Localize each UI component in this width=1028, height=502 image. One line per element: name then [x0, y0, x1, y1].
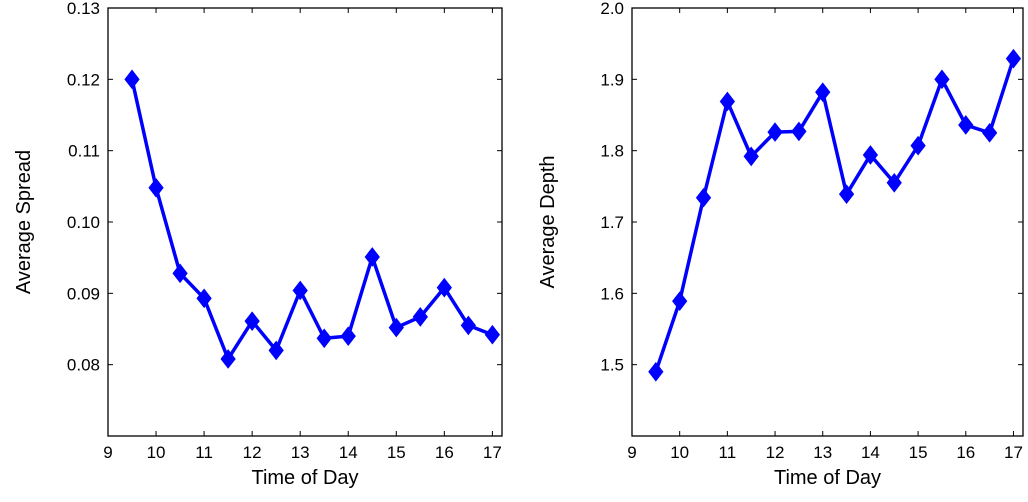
spread-data-point [124, 69, 140, 90]
depth-data-point [838, 184, 855, 204]
spread-chart-panel: 9 10 11 12 13 14 15 16 17 0.08 0.09 0.10 0.11 0.12 0.1… [13, 0, 503, 489]
spread-data-point [340, 326, 356, 346]
spread-x-axis-label: Time of Day [251, 467, 358, 489]
depth-x-tick-label: 14 [861, 443, 880, 462]
depth-data-point [862, 145, 879, 165]
depth-x-axis-label: Time of Day [774, 467, 881, 489]
depth-x-tick-label: 10 [670, 443, 689, 462]
spread-series-line [130, 78, 494, 361]
spread-x-tick-label: 13 [291, 443, 310, 462]
depth-data-point [958, 115, 974, 135]
spread-data-point [196, 288, 212, 309]
spread-y-axis-label: Average Spread [13, 150, 35, 294]
depth-data-point [1005, 48, 1022, 69]
depth-y-tick-label: 2.0 [600, 0, 624, 18]
spread-x-tick-label: 9 [103, 443, 112, 462]
spread-data-point [292, 280, 308, 301]
depth-y-tick-label: 1.9 [600, 70, 624, 89]
depth-chart-panel: 9 10 11 12 13 14 15 16 17 1.5 1.6 1.7 1.8 1.9 2.0 Time … [537, 0, 1024, 489]
spread-data-point [172, 263, 188, 284]
spread-x-tick-label: 17 [483, 443, 502, 462]
depth-data-point [791, 121, 807, 142]
depth-data-point [767, 122, 783, 142]
depth-plot-frame [631, 7, 1024, 437]
depth-data-point [719, 91, 735, 112]
spread-data-point [412, 307, 428, 327]
spread-y-tick-label: 0.10 [67, 213, 100, 232]
depth-x-tick-label: 17 [1004, 443, 1023, 462]
depth-x-tick-label: 15 [909, 443, 928, 462]
spread-x-tick-label: 15 [387, 443, 406, 462]
depth-y-tick-label: 1.5 [600, 356, 624, 375]
depth-data-point [672, 291, 688, 311]
spread-y-tick-label: 0.12 [67, 70, 100, 89]
depth-y-tick-label: 1.7 [600, 213, 624, 232]
spread-data-point [388, 317, 404, 338]
spread-data-point [220, 349, 236, 369]
depth-x-tick-label: 12 [766, 443, 785, 462]
spread-y-tick-label: 0.08 [67, 356, 100, 375]
spread-data-point [484, 324, 501, 345]
spread-data-point [148, 177, 164, 198]
depth-x-tick-label: 9 [627, 443, 636, 462]
spread-y-tick-label: 0.09 [67, 284, 100, 303]
depth-x-tick-label: 13 [813, 443, 832, 462]
spread-x-tick-label: 11 [195, 443, 213, 462]
spread-data-point [244, 311, 260, 331]
spread-x-tick-label: 12 [243, 443, 262, 462]
depth-data-point [910, 135, 926, 156]
spread-x-tick-label: 14 [339, 443, 358, 462]
spread-x-tick-label: 10 [147, 443, 166, 462]
depth-x-tick-label: 11 [719, 443, 737, 462]
depth-data-point [981, 123, 998, 143]
spread-data-point [268, 340, 284, 361]
depth-y-tick-label: 1.8 [600, 142, 624, 161]
depth-data-point [815, 82, 831, 102]
depth-series-line [654, 58, 1016, 373]
spread-data-point [460, 315, 476, 336]
depth-data-point [934, 69, 950, 90]
spread-data-point [316, 328, 332, 349]
depth-data-point [886, 172, 902, 193]
spread-data-point [364, 247, 380, 267]
depth-data-point [743, 146, 759, 167]
depth-data-point [648, 361, 664, 382]
spread-x-tick-label: 16 [435, 443, 454, 462]
depth-y-tick-label: 1.6 [600, 284, 624, 303]
depth-data-point [695, 187, 712, 208]
spread-data-point [436, 277, 452, 298]
depth-x-tick-label: 16 [956, 443, 975, 462]
spread-y-tick-label: 0.11 [68, 142, 100, 161]
depth-y-axis-label: Average Depth [537, 155, 559, 288]
spread-y-tick-label: 0.13 [67, 0, 100, 18]
